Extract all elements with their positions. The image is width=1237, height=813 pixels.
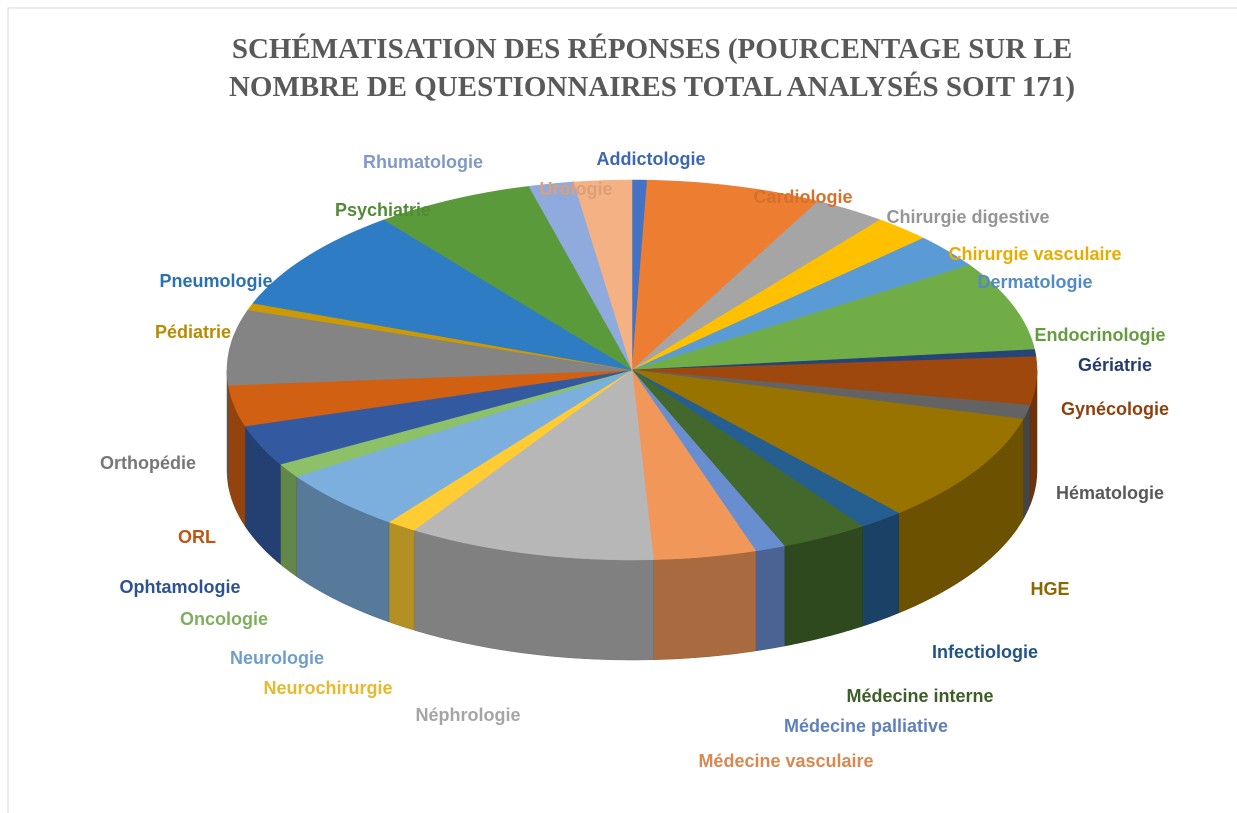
data-label: Infectiologie — [932, 642, 1038, 662]
chart-title: NOMBRE DE QUESTIONNAIRES TOTAL ANALYSÉS … — [229, 70, 1075, 103]
chart-title: SCHÉMATISATION DES RÉPONSES (POURCENTAGE… — [232, 32, 1072, 65]
data-label: Neurochirurgie — [263, 678, 392, 698]
data-label: ORL — [178, 527, 216, 547]
data-label: Endocrinologie — [1034, 325, 1165, 345]
pie-walls — [226, 370, 1038, 661]
data-label: Addictologie — [597, 149, 706, 169]
pie-slice — [631, 369, 864, 547]
data-label: HGE — [1030, 579, 1069, 599]
pie-slice — [226, 309, 633, 386]
data-label: Psychiatrie — [335, 200, 431, 220]
data-label: Neurologie — [230, 648, 324, 668]
pie-slice — [631, 179, 819, 371]
pie-slice — [252, 219, 633, 371]
pie-slice-side — [755, 545, 785, 652]
pie-slice — [631, 369, 900, 527]
pie-slice — [413, 369, 654, 561]
data-label: Pneumologie — [159, 271, 272, 291]
pie-slice — [528, 181, 633, 371]
pie-slice-side — [862, 512, 899, 627]
pie-slice — [227, 369, 633, 427]
pie-slice-side — [226, 370, 229, 486]
data-label: Ophtamologie — [120, 577, 241, 597]
pie-slice — [631, 356, 1038, 406]
pie-slice — [631, 264, 1035, 371]
data-label: Médecine interne — [846, 686, 993, 706]
data-label: Pédiatrie — [155, 322, 231, 342]
data-label: Oncologie — [180, 609, 268, 629]
data-label: Dermatologie — [977, 272, 1092, 292]
data-label: Chirurgie vasculaire — [948, 244, 1121, 264]
pie-slice — [631, 237, 971, 371]
pie-slice — [244, 369, 633, 465]
data-label: Gynécologie — [1061, 399, 1169, 419]
chart-border — [7, 7, 1237, 813]
pie-tops — [226, 179, 1038, 561]
data-label: Rhumatologie — [363, 152, 483, 172]
pie-slice-side — [653, 550, 757, 660]
pie-slice — [383, 186, 633, 371]
pie-slice — [631, 369, 757, 560]
data-label: Médecine palliative — [784, 716, 948, 736]
data-label: Cardiologie — [753, 187, 852, 207]
data-label: Médecine vasculaire — [698, 751, 873, 771]
data-label: Chirurgie digestive — [886, 207, 1049, 227]
pie-slice — [295, 369, 633, 523]
data-label: Gériatrie — [1078, 355, 1152, 375]
pie-slice — [631, 369, 1024, 514]
pie-slice-side — [388, 521, 415, 631]
data-label: Urologie — [539, 179, 612, 199]
pie-slice-side — [1022, 405, 1031, 520]
pie-slice — [631, 219, 925, 371]
data-label: Néphrologie — [415, 705, 520, 725]
pie-slice-side — [280, 463, 297, 578]
pie-slice — [631, 200, 881, 371]
data-label: Hématologie — [1056, 483, 1164, 503]
data-label: Orthopédie — [100, 453, 196, 473]
pie-slice — [573, 179, 633, 371]
pie-slice-side — [784, 525, 863, 647]
